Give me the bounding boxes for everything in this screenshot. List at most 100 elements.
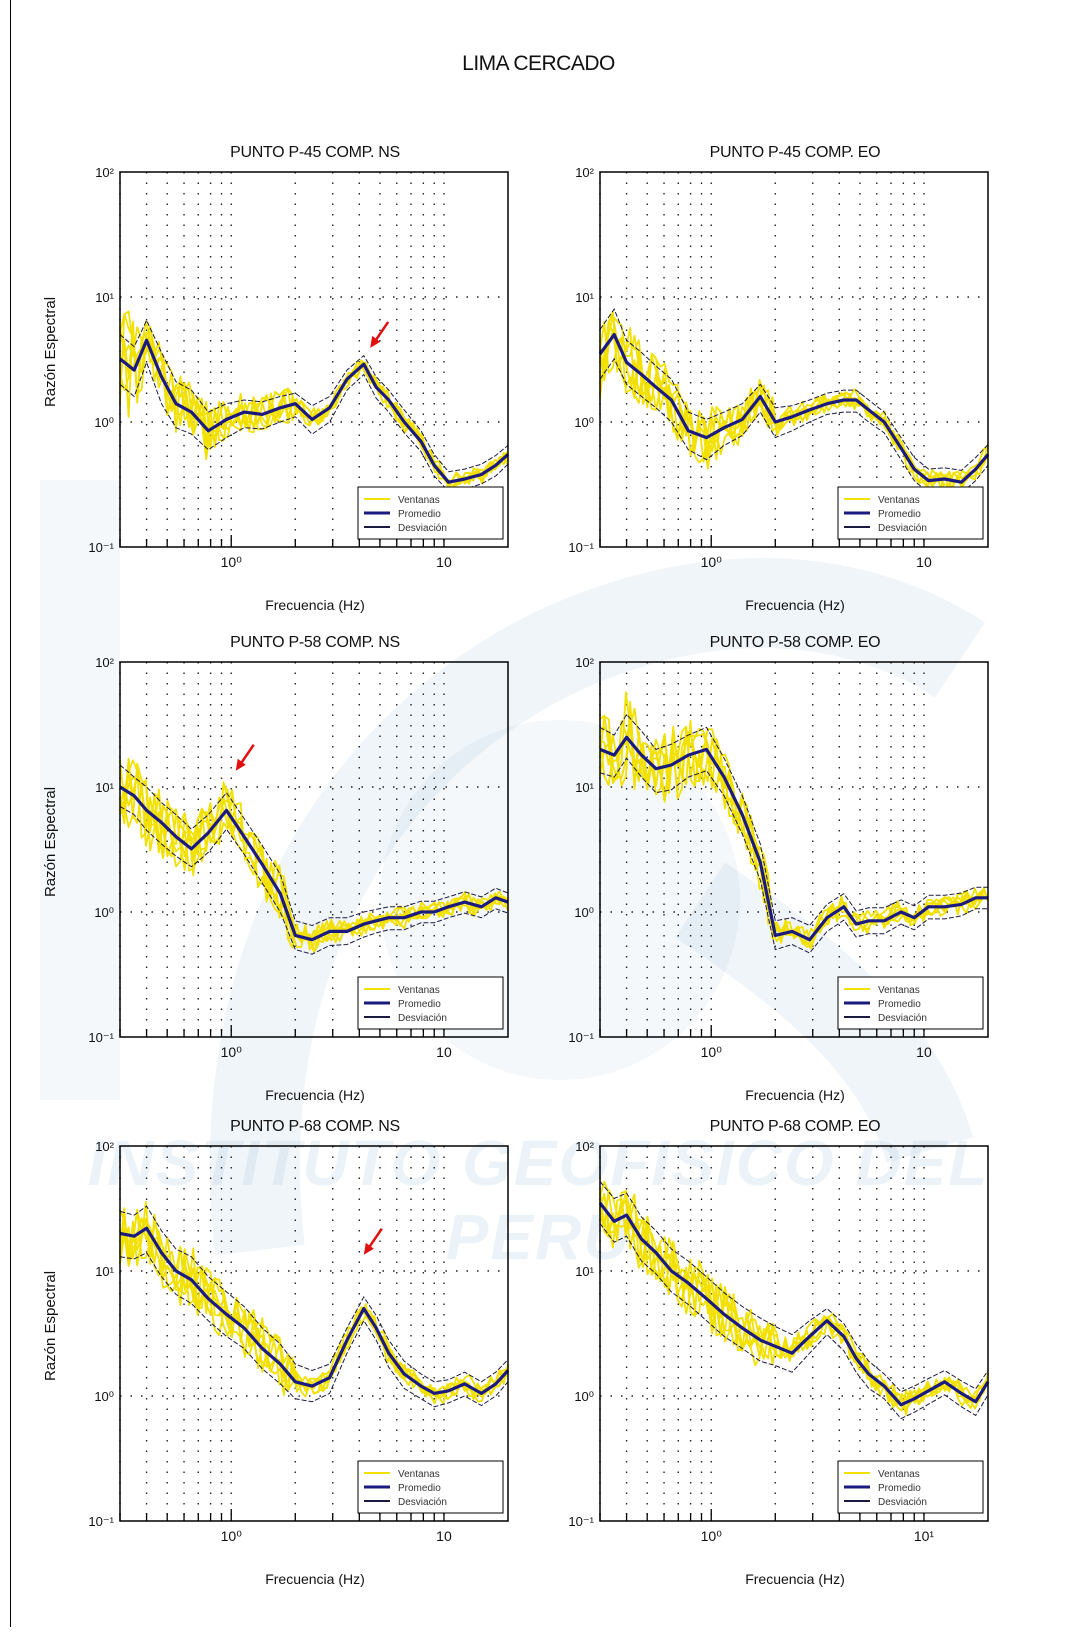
y-tick-label: 10⁰ <box>574 415 594 430</box>
y-tick-label: 10² <box>575 655 594 670</box>
window-series <box>599 691 989 950</box>
std-line-upper <box>599 308 989 471</box>
peak-arrow-icon <box>370 321 390 348</box>
y-tick-label: 10¹ <box>95 290 114 305</box>
arrow-head <box>370 335 381 348</box>
window-line <box>119 1209 509 1405</box>
x-tick-label: 10¹ <box>914 1528 935 1544</box>
window-line <box>119 310 509 487</box>
legend-label: Desviación <box>398 523 447 534</box>
y-tick-label: 10⁻¹ <box>568 1514 594 1529</box>
x-ticks <box>119 535 445 547</box>
x-axis-label: Frecuencia (Hz) <box>745 1087 845 1103</box>
std-line-lower <box>599 357 989 494</box>
std-line-lower <box>599 1223 989 1420</box>
x-axis-label: Frecuencia (Hz) <box>745 597 845 613</box>
page-title: LIMA CERCADO <box>462 52 615 75</box>
x-ticks <box>599 535 925 547</box>
plot-frame <box>599 1145 989 1522</box>
chart-title: PUNTO P-58 COMP. NS <box>230 634 400 651</box>
window-line <box>119 783 509 949</box>
window-series <box>119 1201 509 1405</box>
chart-plot: 10⁰ 10 10⁻¹ 10⁰ 10¹ 10² Ventanas Promedio Desvia… <box>568 165 990 570</box>
window-line <box>599 1189 989 1411</box>
chart-plot: 10⁰ 10 10⁻¹ 10⁰ 10¹ 10² Ventanas Promedio Desvia… <box>88 655 509 1060</box>
y-tick-label: 10⁻¹ <box>88 540 114 555</box>
legend-label: Ventanas <box>398 985 440 996</box>
x-tick-label: 10 <box>436 1528 452 1544</box>
legend: Ventanas Promedio Desviación <box>357 976 504 1030</box>
x-ticks <box>599 1509 925 1521</box>
window-line <box>119 1201 509 1398</box>
plot-frame <box>599 661 989 1038</box>
x-ticks <box>599 1025 925 1037</box>
chart-title: PUNTO P-58 COMP. EO <box>709 634 881 651</box>
legend-label: Promedio <box>398 509 441 520</box>
legend-label: Ventanas <box>398 1469 440 1480</box>
x-tick-label: 10⁰ <box>701 1528 723 1544</box>
legend-label: Ventanas <box>878 495 920 506</box>
x-axis-label: Frecuencia (Hz) <box>265 1571 365 1587</box>
window-line <box>599 315 989 484</box>
window-line <box>599 326 989 491</box>
window-series <box>119 310 509 492</box>
mean-line <box>119 785 509 942</box>
legend-label: Ventanas <box>398 495 440 506</box>
chart-panel-p68-eo: PUNTO P-68 COMP. EO 10⁰ 10¹ 10⁻¹ 10⁰ 10¹ 10² V… <box>500 1116 1000 1606</box>
x-tick-label: 10⁰ <box>701 1044 723 1060</box>
legend-label: Desviación <box>398 1497 447 1508</box>
window-line <box>119 759 509 953</box>
y-tick-label: 10² <box>95 1139 114 1154</box>
y-tick-label: 10⁻¹ <box>568 540 594 555</box>
y-tick-label: 10⁻¹ <box>88 1514 114 1529</box>
window-line <box>599 1198 989 1405</box>
plot-frame <box>119 171 509 548</box>
legend-label: Desviación <box>878 523 927 534</box>
std-line-lower <box>119 805 509 955</box>
window-line <box>119 757 509 943</box>
legend-label: Promedio <box>398 999 441 1010</box>
chart-plot: 10⁰ 10 10⁻¹ 10⁰ 10¹ 10² Ventanas Promedio Desvia… <box>88 165 510 570</box>
x-ticks <box>119 1025 445 1037</box>
y-tick-label: 10² <box>95 655 114 670</box>
legend-label: Ventanas <box>878 1469 920 1480</box>
chart-title: PUNTO P-45 COMP. EO <box>709 144 881 161</box>
peak-arrow-icon <box>363 1228 383 1255</box>
window-line <box>599 721 989 943</box>
window-series <box>119 757 509 954</box>
legend: Ventanas Promedio Desviación <box>837 486 984 540</box>
y-tick-label: 10² <box>575 1139 594 1154</box>
y-tick-label: 10⁻¹ <box>88 1030 114 1045</box>
plot-frame <box>119 1145 509 1522</box>
window-line <box>599 1193 989 1416</box>
std-line-upper <box>119 319 509 473</box>
x-tick-label: 10⁰ <box>701 554 723 570</box>
y-tick-label: 10² <box>575 165 594 180</box>
legend: Ventanas Promedio Desviación <box>357 486 504 540</box>
x-axis-label: Frecuencia (Hz) <box>265 1087 365 1103</box>
y-tick-label: 10¹ <box>575 290 594 305</box>
y-tick-label: 10⁻¹ <box>568 1030 594 1045</box>
x-tick-label: 10 <box>436 1044 452 1060</box>
chart-panel-p68-ns: PUNTO P-68 COMP. NS Razón Espectral 10⁰ 1… <box>20 1116 520 1606</box>
std-line-lower <box>599 757 988 954</box>
legend: Ventanas Promedio Desviación <box>357 1460 504 1514</box>
legend-label: Desviación <box>878 1013 927 1024</box>
x-tick-label: 10⁰ <box>221 1044 243 1060</box>
window-line <box>119 1217 509 1400</box>
y-tick-label: 10⁰ <box>94 905 114 920</box>
legend-label: Ventanas <box>878 985 920 996</box>
window-line <box>119 775 509 954</box>
y-tick-label: 10² <box>95 165 114 180</box>
y-tick-label: 10¹ <box>95 1264 114 1279</box>
x-axis-label: Frecuencia (Hz) <box>745 1571 845 1587</box>
window-series <box>599 310 989 491</box>
window-line <box>599 320 989 489</box>
legend: Ventanas Promedio Desviación <box>837 976 984 1030</box>
chart-plot: 10⁰ 10¹ 10⁻¹ 10⁰ 10¹ 10² Ventanas Promedio Desvi… <box>568 1139 990 1544</box>
x-tick-label: 10⁰ <box>221 554 243 570</box>
chart-plot: 10⁰ 10 10⁻¹ 10⁰ 10¹ 10² Ventanas Promedio Desvia… <box>88 1139 510 1544</box>
std-line-upper <box>119 1205 509 1383</box>
chart-panel-p58-eo: PUNTO P-58 COMP. EO 10⁰ 10 10⁻¹ 10⁰ 10¹ 10² Ve… <box>500 632 1000 1122</box>
y-tick-label: 10¹ <box>95 780 114 795</box>
